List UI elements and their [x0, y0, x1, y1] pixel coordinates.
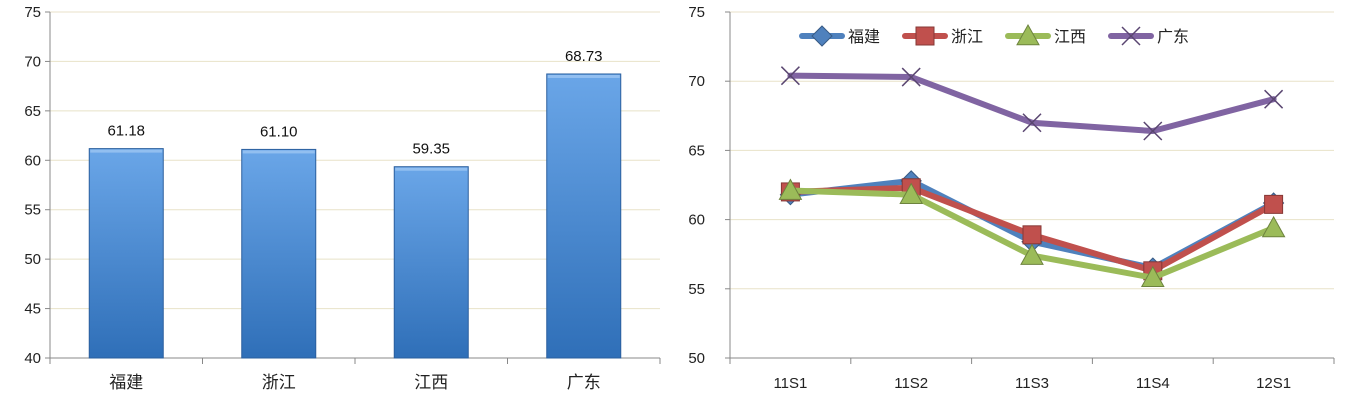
y-tick-label: 60: [688, 212, 705, 229]
x-category-label: 广东: [567, 373, 601, 393]
line-chart: 50 55 60 65 70 75 11S1 11S2 11S3 11S4 12S1 福建 浙江 江西 广东: [688, 4, 1335, 392]
x-marker: [1264, 89, 1284, 109]
legend-label: 福建: [848, 27, 880, 46]
square-marker: [915, 26, 935, 46]
legend: 福建 浙江 江西 广东: [799, 23, 1189, 47]
x-category-label: 11S4: [1136, 375, 1170, 392]
x-category-label: 11S3: [1015, 375, 1049, 392]
y-tick-label: 75: [24, 4, 41, 21]
x-category-label: 福建: [109, 373, 143, 393]
series-x: [780, 66, 1284, 141]
x-category-label: 11S2: [894, 375, 928, 392]
legend-item: 江西: [1005, 23, 1086, 46]
bar: [393, 166, 469, 359]
legend-label: 江西: [1054, 27, 1086, 46]
x-marker: [1121, 26, 1141, 46]
y-tick-label: 65: [688, 142, 705, 159]
bar-data-label: 61.10: [260, 123, 298, 140]
triangle-marker: [1261, 215, 1286, 238]
legend-label: 广东: [1157, 27, 1189, 46]
bar: [546, 73, 622, 359]
bar-data-label: 59.35: [412, 141, 450, 158]
y-tick-label: 50: [24, 251, 41, 268]
bar-highlight: [547, 74, 620, 78]
x-marker: [1022, 113, 1042, 133]
bar-chart-panel: 40 45 50 55 60 65 70 75 61.18 福建 61.10 浙江 59.35 江西 68.…: [0, 0, 672, 402]
triangle-marker: [1140, 265, 1165, 288]
bar-highlight: [242, 150, 315, 154]
y-tick-label: 55: [24, 202, 41, 219]
x-category-label: 江西: [414, 373, 448, 393]
legend-item: 福建: [799, 25, 880, 47]
triangle-marker: [778, 178, 803, 200]
y-tick-label: 40: [24, 350, 41, 367]
bar-data-label: 68.73: [565, 48, 603, 65]
y-tick-label: 45: [24, 301, 41, 318]
y-tick-label: 75: [688, 4, 705, 21]
bar: [88, 148, 164, 359]
line-chart-panel: 50 55 60 65 70 75 11S1 11S2 11S3 11S4 12S1 福建 浙江 江西 广东: [672, 0, 1345, 402]
legend-label: 浙江: [951, 27, 983, 46]
x-marker: [901, 67, 921, 87]
x-category-label: 11S1: [773, 375, 807, 392]
y-tick-label: 60: [24, 152, 41, 169]
legend-item: 浙江: [902, 26, 983, 46]
legend-item: 广东: [1108, 26, 1189, 46]
y-tick-label: 65: [24, 103, 41, 120]
series-triangle: [778, 178, 1286, 288]
bar: [241, 148, 317, 359]
y-tick-label: 70: [688, 73, 705, 90]
bar-chart: 40 45 50 55 60 65 70 75 61.18 福建 61.10 浙江 59.35 江西 68.…: [24, 4, 661, 393]
x-marker: [780, 66, 800, 86]
bar-highlight: [395, 167, 468, 171]
triangle-marker: [1016, 23, 1040, 46]
square-marker: [1022, 225, 1042, 245]
y-tick-label: 55: [688, 281, 705, 298]
x-marker: [1143, 121, 1163, 141]
bar-data-label: 61.18: [107, 123, 145, 140]
triangle-marker: [899, 182, 924, 204]
diamond-marker: [811, 25, 833, 47]
x-category-label: 浙江: [262, 373, 296, 393]
y-tick-label: 70: [24, 53, 41, 70]
bar-highlight: [90, 149, 163, 153]
triangle-marker: [1020, 243, 1044, 265]
x-category-label: 12S1: [1256, 375, 1291, 392]
square-marker: [1264, 194, 1284, 214]
y-tick-label: 50: [688, 350, 705, 367]
